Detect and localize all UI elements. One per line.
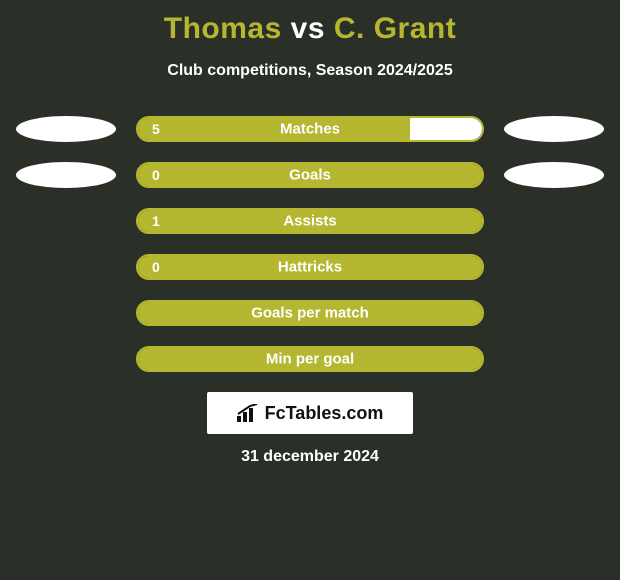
stat-value-left: 0 (152, 259, 160, 275)
stat-label: Matches (280, 121, 340, 138)
avatar (504, 162, 604, 188)
chart-icon (237, 404, 259, 422)
subtitle: Club competitions, Season 2024/2025 (6, 62, 614, 80)
bar-fill-left (138, 118, 410, 140)
stat-rows: Matches 5 1 Goals 0 Assists 1 Hattricks 0 Goals p… (6, 116, 614, 372)
stat-bar: Assists 1 (136, 208, 484, 234)
stat-bar: Hattricks 0 (136, 254, 484, 280)
player1-name: Thomas (164, 12, 282, 45)
stat-value-right: 1 (460, 121, 468, 137)
avatar (16, 116, 116, 142)
stat-row: Hattricks 0 (6, 254, 614, 280)
stat-value-left: 5 (152, 121, 160, 137)
bar-fill-right (410, 118, 482, 140)
comparison-card: Thomas vs C. Grant Club competitions, Se… (0, 0, 620, 580)
right-avatar-slot (494, 116, 614, 142)
date-text: 31 december 2024 (6, 448, 614, 466)
stat-bar: Min per goal (136, 346, 484, 372)
stat-row: Assists 1 (6, 208, 614, 234)
stat-label: Min per goal (266, 351, 354, 368)
vs-text: vs (291, 12, 325, 45)
stat-label: Goals (289, 167, 331, 184)
left-avatar-slot (6, 162, 126, 188)
stat-bar: Goals 0 (136, 162, 484, 188)
branding-text: FcTables.com (265, 403, 384, 424)
stat-value-left: 1 (152, 213, 160, 229)
page-title: Thomas vs C. Grant (6, 12, 614, 46)
stat-row: Matches 5 1 (6, 116, 614, 142)
stat-label: Goals per match (251, 305, 369, 322)
left-avatar-slot (6, 116, 126, 142)
stat-label: Assists (283, 213, 336, 230)
stat-row: Goals 0 (6, 162, 614, 188)
avatar (504, 116, 604, 142)
stat-value-left: 0 (152, 167, 160, 183)
player2-name: C. Grant (334, 12, 456, 45)
stat-label: Hattricks (278, 259, 342, 276)
branding-badge: FcTables.com (207, 392, 413, 434)
right-avatar-slot (494, 162, 614, 188)
stat-row: Min per goal (6, 346, 614, 372)
avatar (16, 162, 116, 188)
stat-row: Goals per match (6, 300, 614, 326)
stat-bar: Matches 5 1 (136, 116, 484, 142)
stat-bar: Goals per match (136, 300, 484, 326)
